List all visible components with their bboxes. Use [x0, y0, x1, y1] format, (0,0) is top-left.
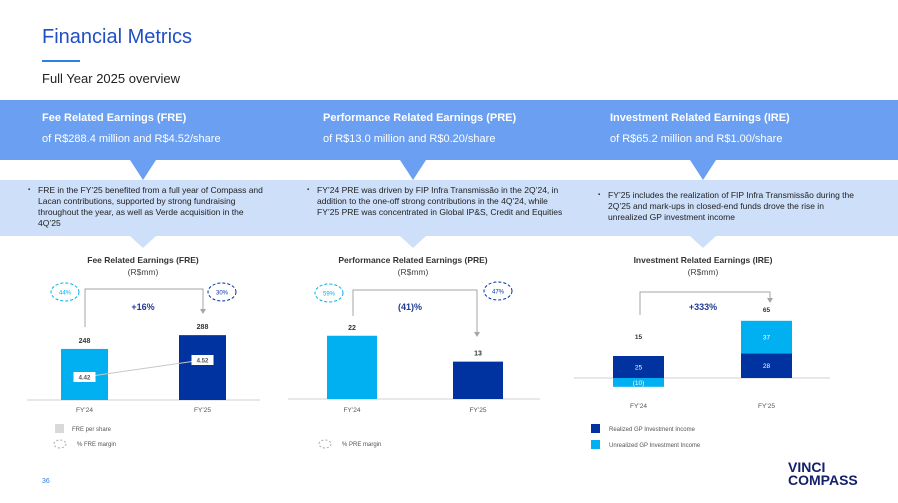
- ire-growth-bracket-arrowhead: [767, 298, 773, 303]
- ire-legend-swatch: [591, 440, 600, 449]
- fre-growth-bracket: [84, 288, 204, 327]
- ire-growth-label: +333%: [689, 302, 717, 312]
- ire-segment-label: 28: [763, 363, 771, 370]
- fre-per-share-line: [84, 359, 203, 378]
- fre-margin-legend-swatch: [53, 439, 67, 449]
- pre-bar-1: [453, 361, 503, 399]
- pointer-arrow: [130, 160, 156, 180]
- pointer-arrow: [400, 236, 426, 248]
- fre-legend-label: FRE per share: [72, 427, 112, 433]
- ire-chart-unit: (R$mm): [687, 267, 719, 277]
- ire-bar-0-1: [741, 353, 792, 378]
- pre-margin-legend-swatch: [318, 439, 332, 449]
- ire-chart-title: Investment Related Earnings (IRE): [633, 255, 773, 265]
- fre-chart-title: Fee Related Earnings (FRE): [87, 255, 199, 265]
- pre-value-label: 22: [348, 325, 356, 332]
- pre-growth-bracket: [352, 289, 478, 336]
- ire-bar-0-0: [613, 356, 664, 378]
- pointer-arrow: [690, 160, 716, 180]
- fre-margin-fy24: [50, 282, 80, 302]
- vinci-compass-logo: VINCI COMPASS: [788, 459, 858, 488]
- logo-line1: VINCI: [788, 459, 826, 475]
- title-underline: [42, 60, 80, 62]
- ire-summary: of R$65.2 million and R$1.00/share: [610, 133, 783, 145]
- pre-summary: of R$13.0 million and R$0.20/share: [323, 133, 496, 145]
- ire-legend-swatch: [591, 424, 600, 433]
- fre-note: FRE in the FY’25 benefited from a full y…: [28, 185, 263, 229]
- pre-legend-label: % PRE margin: [342, 442, 381, 448]
- fre-growth-bracket-arrowhead: [200, 309, 206, 314]
- pre-growth-bracket-arrowhead: [474, 332, 480, 337]
- pre-x-tick: FY’24: [344, 407, 361, 414]
- page-title: Financial Metrics: [42, 26, 193, 48]
- pre-growth-label: (41)%: [398, 302, 422, 312]
- pre-margin-fy25: [483, 281, 513, 301]
- ire-bar-1-1: [741, 320, 792, 354]
- fre-growth-label: +16%: [131, 302, 154, 312]
- fre-value-label: 288: [197, 324, 209, 331]
- pre-margin-fy25-label: 47%: [492, 290, 505, 296]
- pre-bar-0: [327, 335, 377, 399]
- ire-segment-label: 25: [635, 365, 643, 372]
- fre-summary: of R$288.4 million and R$4.52/share: [42, 133, 221, 145]
- fre-heading: Fee Related Earnings (FRE): [42, 112, 187, 124]
- ire-segment-label: (10): [633, 380, 645, 387]
- fre-chart-unit: (R$mm): [127, 267, 159, 277]
- logo-line2: COMPASS: [788, 472, 858, 488]
- ire-total-label: 65: [763, 307, 771, 314]
- pre-margin-fy24-label: 59%: [323, 292, 336, 298]
- pointer-arrow: [130, 236, 156, 248]
- pre-x-tick: FY’25: [470, 407, 487, 414]
- ire-segment-label: 37: [763, 335, 771, 342]
- ire-bar-1-0: [613, 378, 664, 387]
- fre-margin-fy24-label: 44%: [59, 291, 72, 297]
- page-number: 36: [42, 478, 50, 485]
- pre-chart-unit: (R$mm): [397, 267, 429, 277]
- fre-legend-label: % FRE margin: [77, 442, 116, 448]
- ire-growth-bracket: [639, 291, 771, 315]
- pre-margin-fy24: [314, 283, 344, 303]
- pre-chart-title: Performance Related Earnings (PRE): [338, 255, 488, 265]
- fre-x-tick: FY’25: [194, 407, 211, 414]
- ire-x-tick: FY’25: [758, 403, 775, 410]
- fre-value-label: 248: [79, 338, 91, 345]
- pointer-arrow: [400, 160, 426, 180]
- pointer-arrow: [690, 236, 716, 248]
- fre-margin-fy25-label: 30%: [216, 291, 229, 297]
- fre-per-share-label: 4.42: [79, 376, 91, 382]
- summary-band: [0, 100, 898, 160]
- ire-total-label: 15: [635, 334, 643, 341]
- fre-per-share-box: [191, 355, 214, 365]
- fre-bar-1: [179, 335, 226, 400]
- pre-note: FY’24 PRE was driven by FIP Infra Transm…: [307, 185, 567, 218]
- fre-x-tick: FY’24: [76, 407, 93, 414]
- fre-margin-fy25: [207, 282, 237, 302]
- page-subtitle: Full Year 2025 overview: [42, 71, 181, 86]
- pre-heading: Performance Related Earnings (PRE): [323, 112, 517, 124]
- ire-legend-label: Realized GP Investment Income: [609, 427, 696, 433]
- ire-heading: Investment Related Earnings (IRE): [610, 112, 790, 124]
- ire-legend-label: Unrealized GP Investment Income: [609, 443, 701, 449]
- ire-note: FY’25 includes the realization of FIP In…: [598, 190, 858, 223]
- pre-value-label: 13: [474, 351, 482, 358]
- ire-x-tick: FY’24: [630, 403, 647, 410]
- fre-per-share-legend-swatch: [55, 424, 64, 433]
- fre-per-share-label: 4.52: [197, 359, 209, 365]
- fre-per-share-box: [73, 372, 96, 382]
